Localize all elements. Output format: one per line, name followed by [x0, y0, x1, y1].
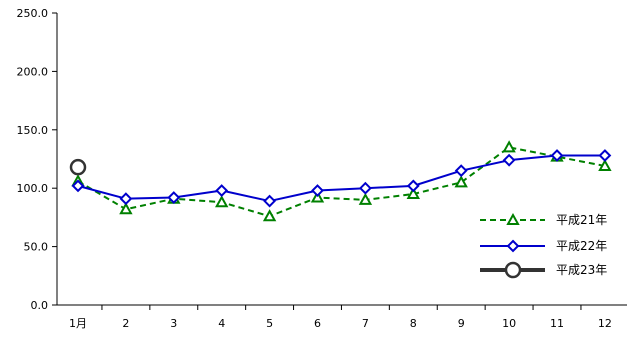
legend-marker	[506, 212, 520, 225]
x-tick-label: 1月	[69, 317, 87, 330]
data-point	[406, 179, 420, 193]
x-tick-label: 9	[458, 317, 465, 330]
y-tick-label: 250.0	[17, 7, 49, 20]
legend-entry: 平成23年	[480, 261, 607, 279]
x-tick-label: 3	[170, 317, 177, 330]
y-tick-label: 100.0	[17, 182, 49, 195]
x-axis-ticks: 1月 2 3 4 5 6 7 8 9 10 11 12	[69, 305, 612, 330]
y-tick-label: 150.0	[17, 124, 49, 137]
series-3	[69, 158, 87, 176]
x-tick-label: 12	[598, 317, 612, 330]
legend-entry: 平成21年	[480, 212, 607, 227]
data-point	[263, 194, 277, 208]
x-tick-label: 7	[362, 317, 369, 330]
data-point	[311, 184, 324, 197]
y-tick-label: 50.0	[24, 241, 49, 254]
series-line	[77, 154, 605, 203]
y-tick-label: 200.0	[17, 65, 49, 78]
data-point	[454, 164, 468, 178]
data-point	[69, 158, 87, 176]
y-axis-ticks: 0.0 50.0 100.0 150.0 200.0 250.0	[17, 7, 57, 312]
data-point	[310, 190, 325, 203]
data-point	[358, 181, 372, 195]
x-tick-label: 5	[266, 317, 273, 330]
x-tick-label: 11	[550, 317, 564, 330]
data-point	[454, 175, 468, 188]
axes	[56, 13, 627, 306]
data-point	[598, 158, 612, 172]
data-point	[119, 202, 133, 215]
legend-label: 平成23年	[556, 263, 607, 277]
series-layer	[69, 140, 612, 222]
legend-label: 平成22年	[556, 239, 607, 253]
data-point	[406, 186, 420, 200]
data-point	[502, 153, 516, 167]
data-point	[358, 192, 373, 205]
x-tick-label: 4	[218, 317, 225, 330]
legend-marker	[504, 261, 522, 279]
data-point	[215, 184, 229, 197]
data-point	[119, 192, 133, 206]
x-tick-label: 6	[314, 317, 321, 330]
legend-marker	[506, 239, 520, 253]
series-2	[71, 149, 612, 208]
data-point	[502, 140, 516, 153]
legend-entry: 平成22年	[480, 239, 607, 253]
data-point	[550, 149, 564, 162]
x-tick-label: 2	[122, 317, 129, 330]
data-point	[71, 179, 85, 193]
data-point	[598, 149, 612, 162]
x-tick-label: 10	[502, 317, 516, 330]
x-tick-label: 8	[410, 317, 417, 330]
data-point	[262, 209, 277, 222]
legend-label: 平成21年	[556, 213, 607, 227]
series-1	[71, 140, 612, 222]
data-point	[215, 195, 229, 208]
y-tick-label: 0.0	[31, 299, 49, 312]
data-point	[167, 191, 181, 204]
